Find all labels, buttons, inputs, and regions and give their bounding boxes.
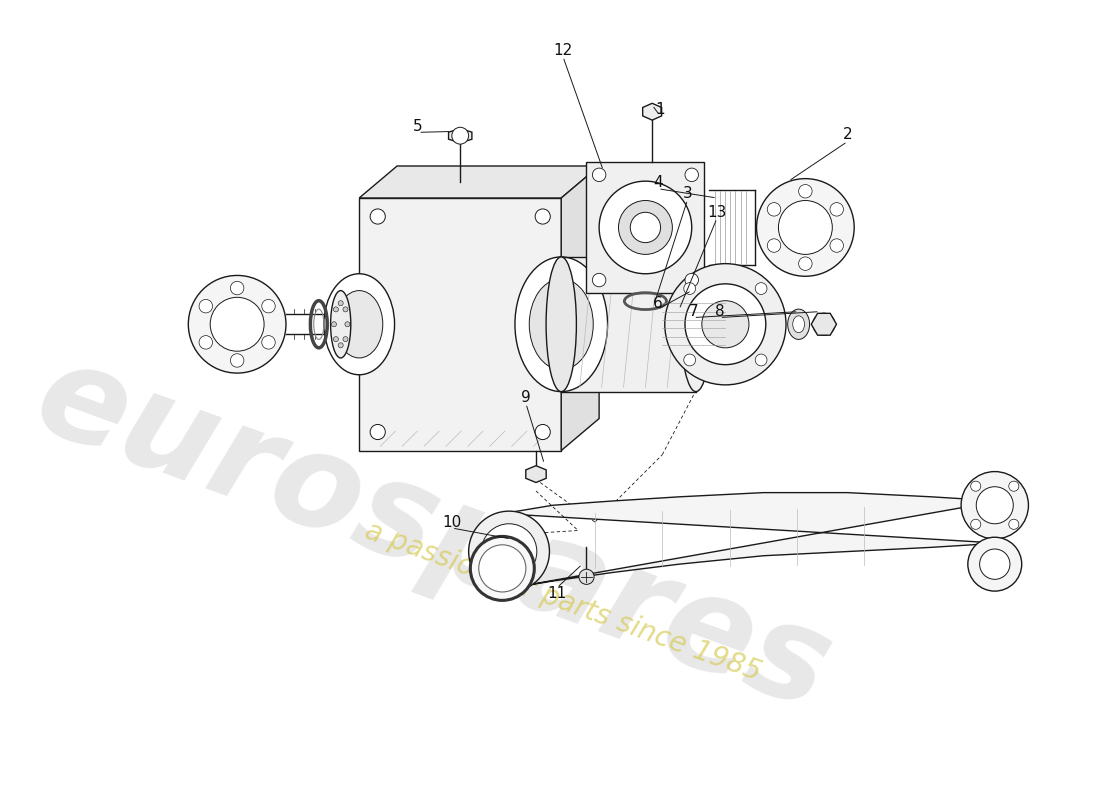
Text: 11: 11 (548, 586, 566, 601)
Circle shape (230, 354, 244, 367)
Circle shape (685, 274, 698, 286)
Circle shape (779, 201, 833, 254)
Circle shape (333, 307, 339, 312)
Text: 3: 3 (683, 186, 692, 202)
Text: 2: 2 (843, 127, 852, 142)
Ellipse shape (323, 274, 395, 374)
Circle shape (333, 337, 339, 342)
Text: 5: 5 (414, 119, 422, 134)
Polygon shape (642, 103, 661, 120)
Circle shape (980, 549, 1010, 579)
Circle shape (1009, 481, 1019, 491)
Circle shape (664, 264, 786, 385)
Circle shape (830, 202, 844, 216)
Circle shape (452, 127, 469, 144)
Text: 12: 12 (553, 43, 573, 58)
Circle shape (331, 322, 337, 326)
Polygon shape (360, 198, 561, 450)
Polygon shape (812, 314, 836, 335)
Circle shape (799, 257, 812, 270)
Text: 8: 8 (715, 304, 724, 319)
Text: a passion for parts since 1985: a passion for parts since 1985 (361, 516, 764, 686)
Circle shape (685, 284, 766, 365)
Circle shape (199, 299, 212, 313)
Circle shape (478, 545, 526, 592)
Circle shape (371, 209, 385, 224)
Ellipse shape (529, 279, 593, 370)
Circle shape (469, 511, 550, 592)
Circle shape (685, 168, 698, 182)
Circle shape (345, 322, 350, 326)
Circle shape (768, 202, 781, 216)
Ellipse shape (515, 257, 607, 392)
Text: 7: 7 (689, 304, 698, 319)
Circle shape (482, 524, 537, 579)
Text: 9: 9 (521, 390, 531, 405)
Polygon shape (526, 466, 547, 482)
Circle shape (338, 342, 343, 348)
Circle shape (684, 282, 695, 294)
Circle shape (961, 471, 1028, 539)
Ellipse shape (546, 257, 576, 392)
Circle shape (630, 212, 661, 242)
Circle shape (813, 314, 835, 335)
Circle shape (1009, 519, 1019, 530)
Circle shape (371, 425, 385, 439)
Text: eurospares: eurospares (20, 331, 847, 736)
Circle shape (230, 282, 244, 294)
Circle shape (593, 168, 606, 182)
Text: 10: 10 (442, 514, 461, 530)
Ellipse shape (793, 316, 804, 333)
Text: 13: 13 (707, 205, 727, 220)
Ellipse shape (685, 279, 706, 370)
Circle shape (756, 282, 767, 294)
Circle shape (684, 354, 695, 366)
Circle shape (199, 336, 212, 349)
Circle shape (977, 486, 1013, 524)
Circle shape (471, 536, 535, 600)
Circle shape (968, 538, 1022, 591)
Ellipse shape (336, 290, 383, 358)
Polygon shape (360, 166, 600, 198)
Circle shape (262, 299, 275, 313)
Circle shape (188, 275, 286, 373)
Text: 4: 4 (653, 175, 663, 190)
Ellipse shape (681, 257, 711, 392)
Circle shape (675, 317, 691, 332)
Circle shape (830, 239, 844, 252)
Circle shape (970, 519, 981, 530)
Circle shape (343, 307, 348, 312)
Circle shape (593, 274, 606, 286)
Polygon shape (561, 257, 696, 392)
Circle shape (210, 298, 264, 351)
Circle shape (702, 301, 749, 348)
Circle shape (618, 201, 672, 254)
Circle shape (262, 336, 275, 349)
Text: 6: 6 (653, 296, 663, 310)
Circle shape (535, 209, 550, 224)
Circle shape (757, 178, 855, 276)
Circle shape (535, 425, 550, 439)
Circle shape (970, 481, 981, 491)
Ellipse shape (788, 309, 810, 339)
Circle shape (756, 354, 767, 366)
Circle shape (343, 337, 348, 342)
Polygon shape (503, 493, 999, 590)
Circle shape (338, 301, 343, 306)
Polygon shape (586, 162, 704, 293)
Circle shape (600, 181, 692, 274)
Circle shape (768, 239, 781, 252)
Circle shape (579, 570, 594, 584)
Circle shape (799, 185, 812, 198)
Polygon shape (561, 166, 600, 450)
Ellipse shape (331, 290, 351, 358)
Text: 1: 1 (654, 102, 664, 117)
Polygon shape (449, 129, 472, 142)
